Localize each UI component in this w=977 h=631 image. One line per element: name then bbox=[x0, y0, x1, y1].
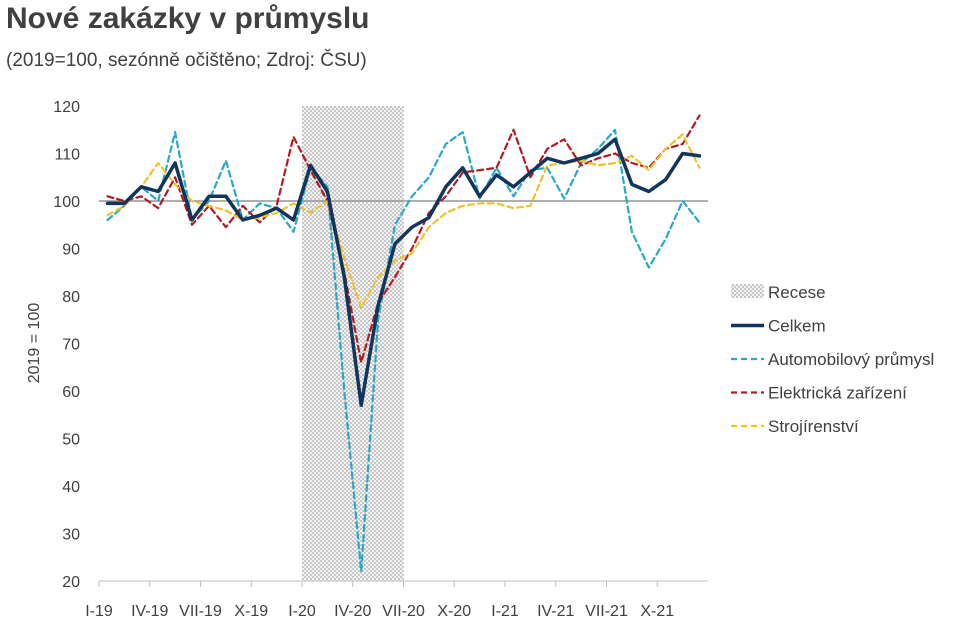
y-tick-label: 70 bbox=[62, 337, 80, 354]
y-axis-label: 2019 = 100 bbox=[26, 303, 43, 384]
x-tick-label: X-19 bbox=[234, 603, 268, 620]
x-tick-label: I-21 bbox=[491, 603, 519, 620]
chart-title: Nové zakázky v průmyslu bbox=[6, 2, 370, 35]
legend: Recese Celkem Automobilový průmysl Elektric… bbox=[731, 283, 934, 436]
legend-label-recese: Recese bbox=[768, 283, 826, 302]
y-tick-label: 90 bbox=[62, 242, 80, 259]
y-tick-label: 50 bbox=[62, 432, 80, 449]
x-tick-label: I-20 bbox=[288, 603, 316, 620]
x-tick-label: VII-20 bbox=[382, 603, 425, 620]
y-tick-label: 100 bbox=[53, 194, 80, 211]
x-tick-label: I-19 bbox=[85, 603, 113, 620]
x-tick-label: IV-19 bbox=[131, 603, 168, 620]
y-tick-label: 120 bbox=[53, 99, 80, 116]
x-tick-label: X-21 bbox=[640, 603, 674, 620]
y-tick-label: 20 bbox=[62, 574, 80, 591]
plot-area: 20 30 40 50 60 70 80 90 100 110 120 I-19 IV-19 VII-19… bbox=[53, 99, 708, 620]
x-tick-label: IV-20 bbox=[334, 603, 371, 620]
series-line-strojirenstvi bbox=[106, 133, 701, 309]
chart-subtitle: (2019=100, sezónně očištěno; Zdroj: ČSU) bbox=[6, 50, 367, 71]
x-tick-label: IV-21 bbox=[537, 603, 574, 620]
y-tick-label: 40 bbox=[62, 479, 80, 496]
y-tick-label: 80 bbox=[62, 289, 80, 306]
legend-label: Elektrická zařízení bbox=[768, 384, 907, 403]
y-tick-label: 60 bbox=[62, 384, 80, 401]
x-tick-label: VII-21 bbox=[585, 603, 628, 620]
y-tick-label: 30 bbox=[62, 527, 80, 544]
legend-label: Strojírenství bbox=[768, 417, 859, 436]
y-tick-label: 110 bbox=[54, 147, 80, 164]
legend-label: Automobilový průmysl bbox=[768, 350, 934, 369]
x-tick-label: VII-19 bbox=[179, 603, 222, 620]
x-tick-label: X-20 bbox=[437, 603, 471, 620]
legend-swatch-recese bbox=[731, 284, 764, 298]
legend-label: Celkem bbox=[768, 317, 826, 336]
series-line-elektricka-zarizeni bbox=[106, 114, 701, 364]
series-line-celkem bbox=[105, 137, 702, 408]
